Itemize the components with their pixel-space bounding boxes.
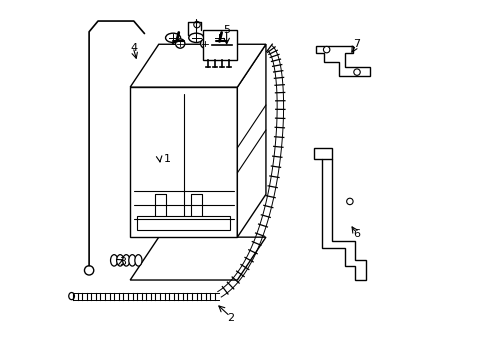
Circle shape (353, 69, 360, 75)
Polygon shape (130, 237, 265, 280)
Text: 1: 1 (164, 154, 171, 163)
Polygon shape (130, 87, 237, 237)
Text: 2: 2 (226, 312, 233, 323)
Ellipse shape (212, 33, 226, 42)
Circle shape (193, 21, 200, 28)
Polygon shape (203, 30, 237, 60)
Ellipse shape (110, 255, 118, 266)
Polygon shape (137, 216, 230, 230)
Circle shape (346, 198, 352, 204)
Polygon shape (215, 41, 225, 44)
Text: 6: 6 (353, 229, 360, 239)
Polygon shape (172, 41, 183, 44)
Text: 4: 4 (130, 43, 137, 53)
Polygon shape (313, 148, 365, 280)
Ellipse shape (135, 255, 142, 266)
Polygon shape (315, 46, 369, 76)
Polygon shape (237, 44, 265, 237)
Ellipse shape (165, 33, 180, 42)
Text: 3: 3 (119, 257, 126, 267)
Text: 7: 7 (353, 39, 360, 49)
Ellipse shape (188, 33, 203, 42)
Circle shape (84, 266, 94, 275)
Ellipse shape (128, 255, 136, 266)
Polygon shape (130, 44, 265, 87)
Ellipse shape (69, 293, 74, 300)
Circle shape (175, 39, 184, 48)
Ellipse shape (116, 255, 123, 266)
Circle shape (323, 46, 329, 53)
Ellipse shape (122, 255, 130, 266)
Text: 5: 5 (223, 25, 230, 35)
Circle shape (200, 39, 209, 48)
